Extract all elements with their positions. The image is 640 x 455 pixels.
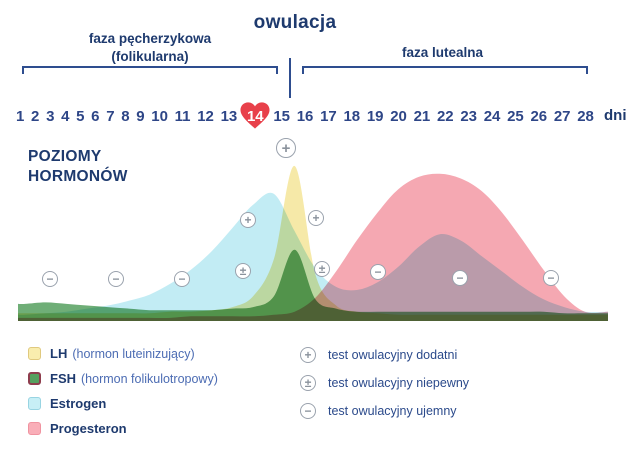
- day-20: 20: [390, 107, 407, 125]
- day-17: 17: [320, 107, 337, 125]
- test-marker-positive: +: [240, 212, 256, 228]
- hormone-levels-line1: POZIOMY: [28, 148, 102, 165]
- day-26: 26: [530, 107, 548, 125]
- day-1: 1: [16, 107, 25, 125]
- test-marker-negative: −: [42, 271, 58, 287]
- test-marker-uncertain: ±: [235, 263, 251, 279]
- day-12: 12: [197, 107, 214, 125]
- hormone-levels-label: POZIOMY HORMONÓW: [28, 147, 128, 187]
- day-7: 7: [106, 107, 115, 125]
- test-marker-positive: +: [308, 210, 324, 226]
- legend-item-estrogen: Estrogen: [28, 391, 218, 416]
- day-21: 21: [413, 107, 431, 125]
- page-title: owulacja: [253, 12, 337, 33]
- test-marker-negative: −: [543, 270, 559, 286]
- day-8: 8: [121, 107, 130, 125]
- test-marker-negative: −: [370, 264, 386, 280]
- day-4: 4: [61, 107, 70, 125]
- day-14-ovulation: 14: [240, 102, 270, 129]
- area-fsh: [18, 249, 608, 321]
- day-5: 5: [76, 107, 85, 125]
- luteal-phase-label: faza lutealna: [401, 45, 484, 60]
- test-marker-negative: −: [452, 270, 468, 286]
- negative-label: test owulacyjny ujemny: [328, 404, 457, 418]
- progesteron-name: Progesteron: [50, 421, 127, 436]
- day-15: 15: [273, 107, 291, 125]
- day-23: 23: [460, 107, 478, 125]
- day-11: 11: [174, 107, 191, 125]
- day-24: 24: [483, 107, 501, 125]
- follicular-phase-line2: (folikularna): [111, 48, 189, 64]
- area-lh: [18, 165, 608, 321]
- day-3: 3: [46, 107, 55, 125]
- ovulation-tick-line: [289, 58, 291, 98]
- positive-label: test owulacyjny dodatni: [328, 348, 458, 362]
- test-marker-uncertain: ±: [314, 261, 330, 277]
- estrogen-swatch: [28, 397, 41, 410]
- day-25: 25: [507, 107, 524, 125]
- hormone-levels-line2: HORMONÓW: [28, 168, 128, 186]
- positive-circle-icon: +: [300, 347, 316, 363]
- test-legend-negative: − test owulacyjny ujemny: [300, 397, 469, 425]
- luteal-bracket: [302, 66, 588, 74]
- heart-icon: [240, 102, 270, 129]
- day-10: 10: [151, 107, 168, 125]
- test-legend-positive: + test owulacyjny dodatni: [300, 341, 469, 369]
- test-marker-negative: −: [174, 271, 190, 287]
- test-marker-positive-ovulation: +: [276, 138, 296, 158]
- day-axis: 1 2 3 4 5 6 7 8 9 10 11 12 13 14 15 16 1…: [16, 102, 594, 129]
- day-14-number: 14: [246, 107, 264, 125]
- negative-circle-icon: −: [300, 403, 316, 419]
- lh-name: LH: [50, 346, 68, 361]
- fsh-desc: (hormon folikulotropowy): [81, 371, 218, 386]
- lh-desc: (hormon luteinizujący): [72, 346, 195, 361]
- day-22: 22: [436, 107, 454, 125]
- fsh-swatch: [28, 372, 41, 385]
- legend-item-lh: LH (hormon luteinizujący): [28, 341, 218, 366]
- follicular-phase-label: faza pęcherzykowa (folikularna): [55, 30, 245, 65]
- legend-item-fsh: FSH (hormon folikulotropowy): [28, 366, 218, 391]
- day-19: 19: [366, 107, 384, 125]
- day-9: 9: [136, 107, 145, 125]
- uncertain-circle-icon: ±: [300, 375, 316, 391]
- hormone-legend: LH (hormon luteinizujący) FSH (hormon fo…: [28, 341, 218, 441]
- day-18: 18: [343, 107, 361, 125]
- hormone-chart: [18, 165, 608, 321]
- day-28: 28: [577, 107, 594, 125]
- lh-swatch: [28, 347, 41, 360]
- days-unit-label: dni: [604, 107, 627, 124]
- uncertain-label: test owulacyjny niepewny: [328, 376, 470, 390]
- follicular-phase-line1: faza pęcherzykowa: [88, 31, 212, 46]
- day-16: 16: [296, 107, 314, 125]
- test-legend: + test owulacyjny dodatni ± test owulacy…: [300, 341, 469, 425]
- legend-item-progesteron: Progesteron: [28, 416, 218, 441]
- day-27: 27: [553, 107, 571, 125]
- progesteron-swatch: [28, 422, 41, 435]
- fsh-name: FSH: [50, 371, 76, 386]
- follicular-bracket: [22, 66, 278, 74]
- day-2: 2: [31, 107, 40, 125]
- day-6: 6: [91, 107, 100, 125]
- estrogen-name: Estrogen: [50, 396, 107, 411]
- test-marker-negative: −: [108, 271, 124, 287]
- test-legend-uncertain: ± test owulacyjny niepewny: [300, 369, 469, 397]
- day-13: 13: [220, 107, 238, 125]
